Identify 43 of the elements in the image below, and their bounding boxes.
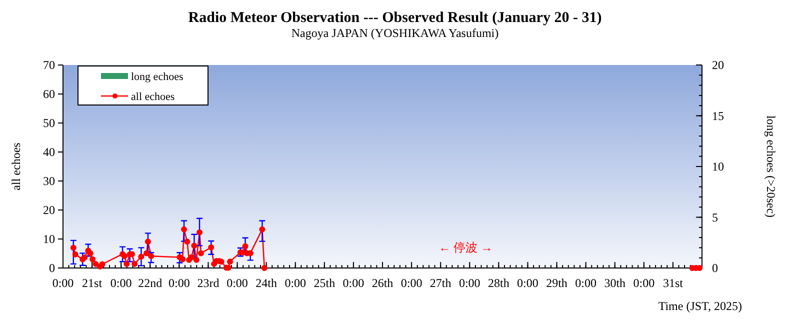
x-tick-label: 27th [430,276,452,290]
y-axis-title: all echoes [9,142,23,190]
x-tick-label: 0:00 [168,276,190,290]
x-tick-label: 0:00 [284,276,306,290]
x-tick-label: 29th [546,276,568,290]
y-tick-label: 0 [49,261,55,275]
x-tick-label: 0:00 [342,276,364,290]
x-tick-label: 26th [372,276,394,290]
x-tick-label: 0:00 [400,276,422,290]
y-tick-label: 50 [43,116,55,130]
x-tick-label: 21st [82,276,103,290]
y-tick-label: 30 [43,174,55,188]
y2-tick-label: 10 [712,160,724,174]
y2-tick-label: 20 [712,58,724,72]
y2-tick-label: 5 [712,210,718,224]
y2-tick-label: 15 [712,108,724,123]
y-tick-label: 40 [43,145,55,159]
x-tick-label: 31st [662,276,684,290]
x-tick-label: 0:00 [633,276,655,290]
x-tick-label: 0:00 [458,276,480,290]
x-tick-label: 25th [314,276,336,290]
y2-tick-label: 0 [712,261,718,275]
x-tick-label: 0:00 [517,276,538,290]
x-tick-label: 28th [488,276,510,290]
y-tick-label: 70 [43,58,55,72]
x-tick-label: 30th [604,276,626,290]
x-tick-label: 0:00 [52,276,74,290]
y-tick-label: 10 [43,232,55,246]
annotation: ← 停波 → [438,240,493,255]
legend-label: all echoes [131,91,175,103]
x-tick-label: 24th [256,276,277,290]
chart-subtitle: Nagoya JAPAN (YOSHIKAWA Yasufumi) [291,26,499,40]
x-tick-label: 22nd [138,276,162,290]
x-tick-label: 0:00 [110,276,132,290]
y-tick-label: 20 [43,203,55,217]
chart-title: Radio Meteor Observation --- Observed Result (January 20 - 31) [188,10,602,26]
x-axis-title: Time (JST, 2025) [658,299,742,313]
y-tick-label: 60 [43,87,55,101]
legend-label: long echoes [131,71,184,83]
x-tick-label: 23rd [197,276,220,290]
x-tick-label: 0:00 [226,276,248,290]
x-tick-label: 0:00 [575,276,596,290]
y2-axis-title: long echoes (>20sec) [764,115,778,218]
